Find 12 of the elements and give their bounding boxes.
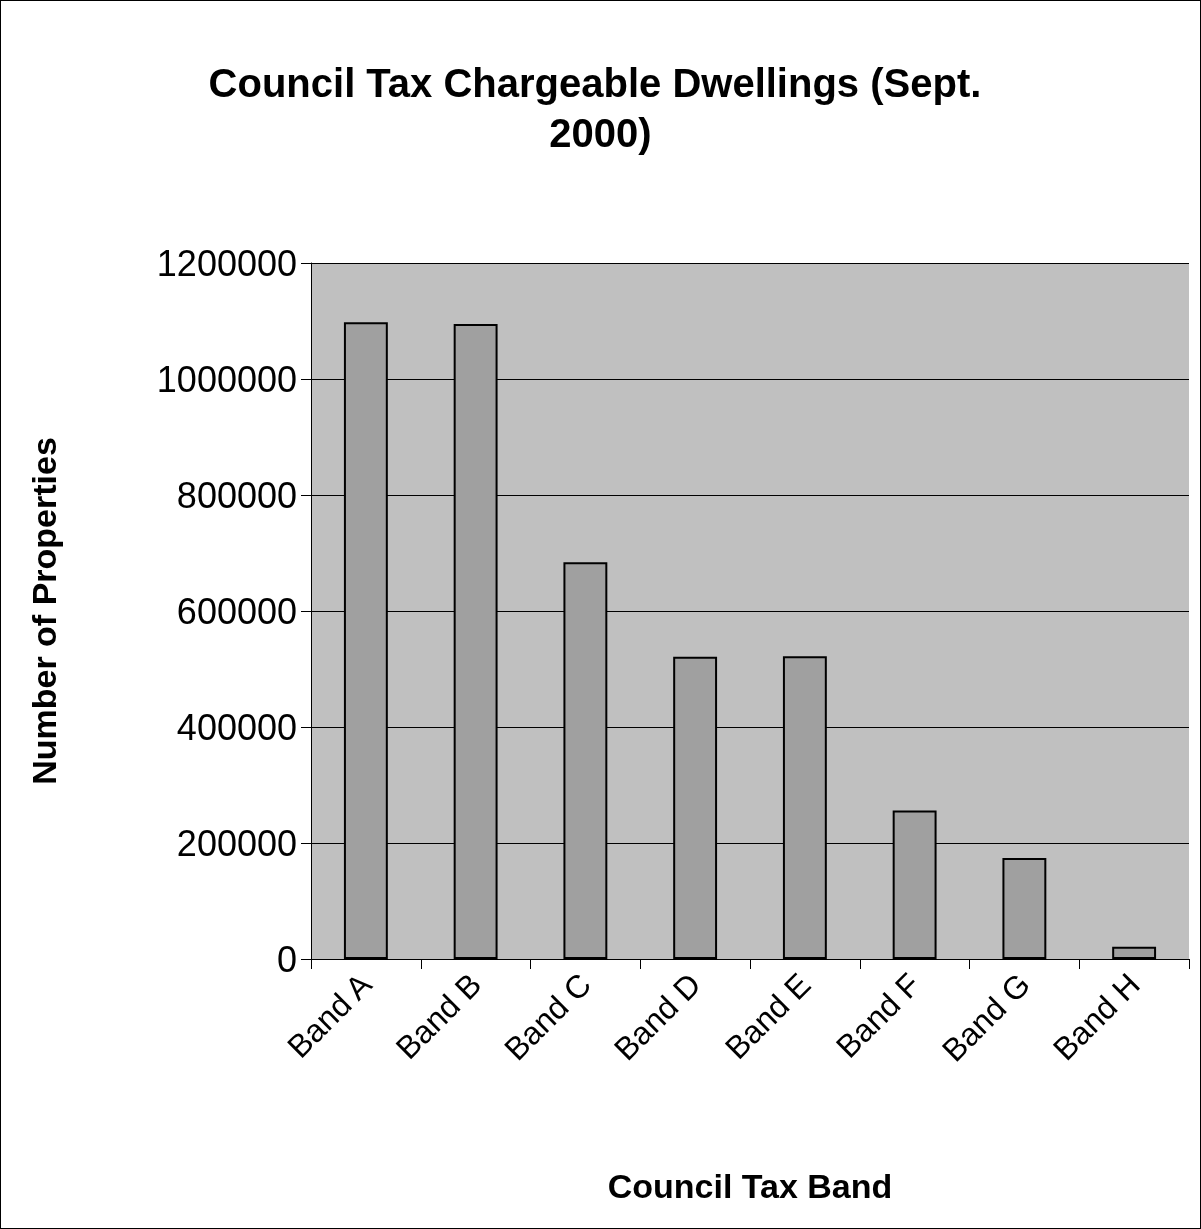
- y-tick-label: 1200000: [156, 242, 297, 284]
- y-tick-label: 600000: [176, 590, 297, 632]
- y-tick-label: 1000000: [156, 358, 297, 400]
- y-tick-label: 800000: [176, 474, 297, 516]
- bar: [1002, 858, 1047, 959]
- y-tick-label: 400000: [176, 706, 297, 748]
- y-tick-label: 200000: [176, 822, 297, 864]
- bar: [1112, 946, 1157, 959]
- x-axis-title: Council Tax Band: [607, 1167, 893, 1205]
- y-tick-label: 0: [276, 938, 297, 980]
- y-axis-title: Number of Properties: [25, 437, 63, 785]
- chart-title: Council Tax Chargeable Dwellings (Sept. 2000): [208, 61, 993, 155]
